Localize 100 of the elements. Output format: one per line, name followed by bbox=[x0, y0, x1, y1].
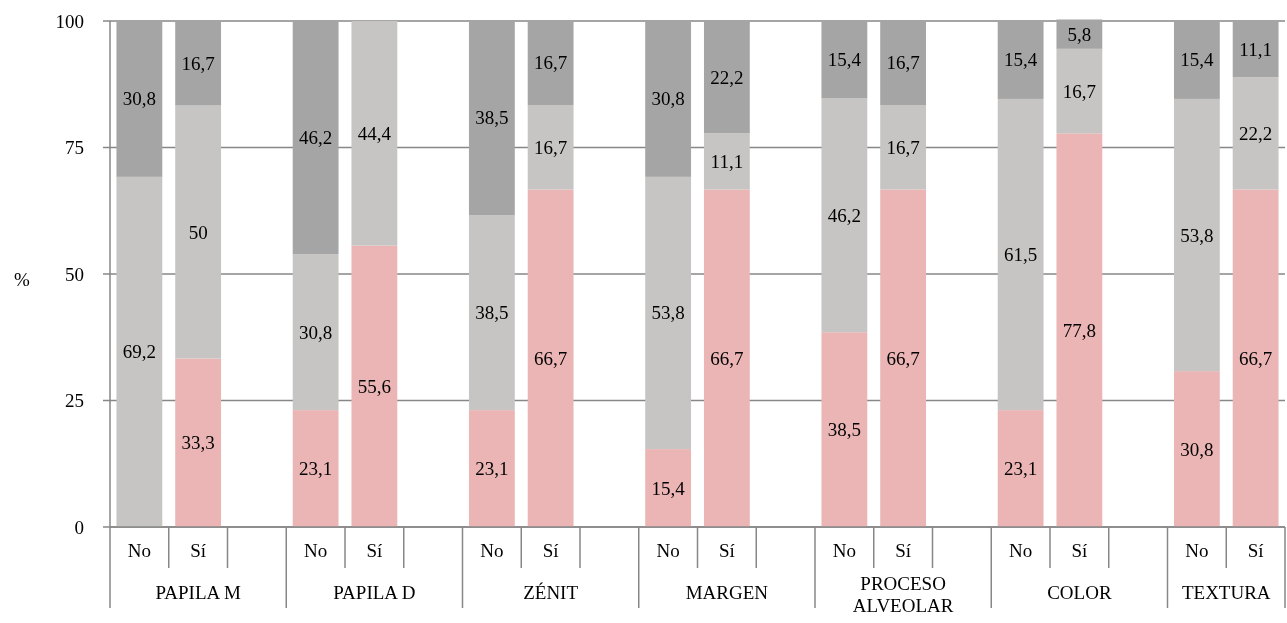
x-tick-label: Sí bbox=[1071, 539, 1089, 561]
data-label: 22,2 bbox=[710, 66, 744, 88]
bar bbox=[116, 21, 163, 177]
bar bbox=[1232, 21, 1279, 78]
text: PAPILA M bbox=[155, 581, 241, 603]
data-label: 53,8 bbox=[651, 302, 685, 324]
x-tick-label: No bbox=[832, 539, 856, 561]
data-label: 23,1 bbox=[299, 458, 333, 480]
x-tick-label: Sí bbox=[895, 539, 912, 561]
data-label: 22,2 bbox=[1239, 122, 1273, 144]
data-label: 53,8 bbox=[1180, 224, 1214, 246]
data-label: 50 bbox=[188, 221, 208, 243]
bar bbox=[292, 410, 339, 527]
data-label: 16,7 bbox=[1062, 80, 1096, 102]
bar bbox=[175, 358, 222, 527]
data-label: 16,7 bbox=[534, 136, 568, 158]
bar bbox=[821, 332, 868, 527]
bar bbox=[880, 105, 927, 190]
data-label: 69,2 bbox=[122, 341, 156, 363]
data-label: 16,7 bbox=[534, 52, 568, 74]
x-tick-label: No bbox=[656, 539, 680, 561]
bar bbox=[292, 254, 339, 411]
x-tick-label: Sí bbox=[190, 539, 207, 561]
data-label: 66,7 bbox=[1239, 347, 1273, 369]
y-tick-label: 100 bbox=[55, 10, 84, 32]
text: TEXTURA bbox=[1181, 581, 1271, 603]
bar bbox=[997, 410, 1044, 527]
data-label: 66,7 bbox=[534, 347, 568, 369]
data-label: 30,8 bbox=[651, 88, 685, 110]
bar bbox=[527, 189, 574, 527]
bar bbox=[703, 133, 750, 190]
bar bbox=[880, 20, 927, 105]
bar bbox=[645, 21, 692, 177]
data-label: 16,7 bbox=[181, 52, 215, 74]
bar bbox=[116, 176, 163, 527]
bar bbox=[997, 21, 1044, 99]
x-tick-label: No bbox=[480, 539, 504, 561]
data-label: 38,5 bbox=[827, 419, 861, 441]
x-tick-label: Sí bbox=[542, 539, 560, 561]
text: PROCESO ALVEOLAR bbox=[852, 572, 954, 616]
text: ZÉNIT bbox=[523, 581, 579, 603]
data-label: 11,1 bbox=[710, 150, 744, 172]
bar bbox=[175, 21, 222, 106]
x-tick-label: Sí bbox=[366, 539, 384, 561]
y-tick-label: 50 bbox=[65, 263, 84, 285]
data-label: 16,7 bbox=[886, 52, 920, 74]
data-label: 5,8 bbox=[1067, 23, 1092, 45]
x-tick-label: No bbox=[127, 539, 151, 561]
bar bbox=[1056, 19, 1103, 49]
x-tick-label: No bbox=[1185, 539, 1209, 561]
data-label: 23,1 bbox=[475, 458, 509, 480]
bar bbox=[1173, 98, 1220, 372]
data-label: 15,4 bbox=[1004, 49, 1038, 71]
data-label: 23,1 bbox=[1004, 458, 1038, 480]
bar bbox=[1173, 21, 1220, 99]
data-label: 30,8 bbox=[1180, 438, 1214, 460]
data-label: 61,5 bbox=[1004, 244, 1038, 266]
data-label: 38,5 bbox=[475, 107, 509, 129]
data-label: 77,8 bbox=[1062, 319, 1096, 341]
data-label: 66,7 bbox=[710, 347, 744, 369]
bar bbox=[821, 20, 868, 99]
data-label: 55,6 bbox=[357, 375, 391, 397]
bar bbox=[1056, 48, 1103, 134]
data-label: 16,7 bbox=[886, 136, 920, 158]
y-tick-label: 25 bbox=[65, 390, 84, 411]
data-label: 46,2 bbox=[827, 204, 861, 226]
bar bbox=[821, 98, 868, 333]
data-label: 46,2 bbox=[299, 126, 333, 148]
bar bbox=[351, 245, 398, 527]
bar bbox=[527, 20, 574, 105]
x-tick-label: No bbox=[304, 539, 328, 561]
x-tick-label: Sí bbox=[718, 539, 736, 561]
text: PAPILA D bbox=[333, 581, 416, 603]
bar bbox=[880, 189, 927, 527]
bar bbox=[997, 98, 1044, 411]
bar bbox=[703, 21, 750, 134]
data-label: 15,4 bbox=[1180, 49, 1214, 71]
bar bbox=[468, 20, 515, 216]
bar bbox=[703, 189, 750, 527]
y-tick-label: 75 bbox=[65, 137, 84, 158]
bar bbox=[645, 176, 692, 450]
text: MARGEN bbox=[685, 581, 769, 603]
x-tick-label: No bbox=[1009, 539, 1033, 561]
bar bbox=[351, 21, 398, 246]
bar bbox=[1232, 189, 1279, 527]
data-label: 15,4 bbox=[651, 477, 686, 499]
x-tick-label: Sí bbox=[1247, 539, 1265, 561]
data-label: 66,7 bbox=[886, 347, 920, 369]
bar bbox=[645, 449, 692, 527]
bar bbox=[468, 410, 515, 527]
data-label: 33,3 bbox=[181, 432, 215, 454]
bar bbox=[292, 20, 339, 255]
data-label: 11,1 bbox=[1239, 38, 1272, 60]
data-label: 30,8 bbox=[299, 321, 333, 343]
bar bbox=[468, 215, 515, 411]
data-label: 44,4 bbox=[357, 122, 392, 144]
data-label: 38,5 bbox=[475, 302, 509, 324]
bar bbox=[175, 105, 222, 359]
bar bbox=[1056, 133, 1103, 527]
data-label: 15,4 bbox=[827, 48, 862, 70]
